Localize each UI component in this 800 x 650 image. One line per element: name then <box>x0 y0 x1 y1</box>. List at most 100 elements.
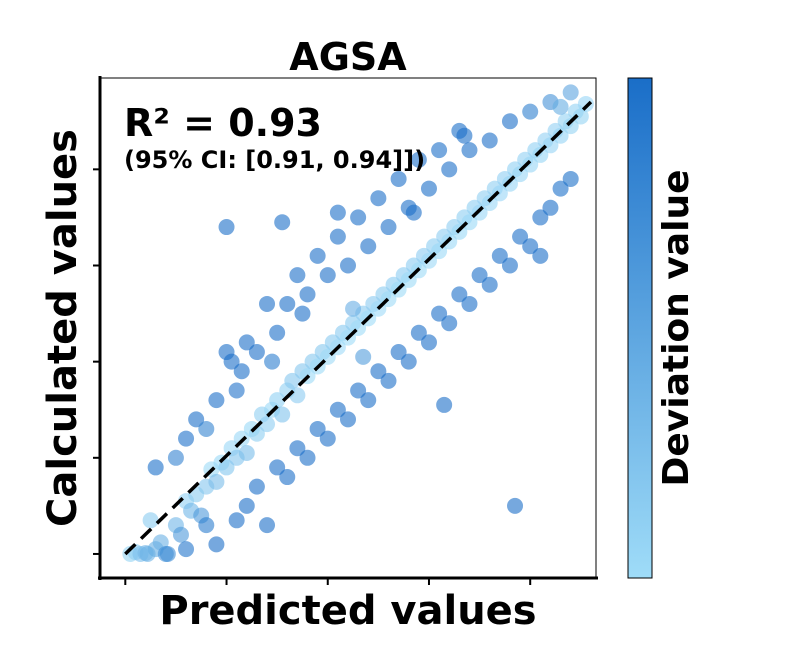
data-point-155 <box>441 315 458 332</box>
data-point-111 <box>390 170 407 187</box>
data-point-18 <box>218 459 235 476</box>
data-point-76 <box>512 166 529 183</box>
data-point-31 <box>284 372 301 389</box>
data-point-137 <box>259 517 276 534</box>
data-point-93 <box>208 392 225 409</box>
data-point-167 <box>562 170 579 187</box>
data-point-96 <box>238 334 255 351</box>
data-point-97 <box>248 344 265 361</box>
data-point-110 <box>380 219 397 236</box>
data-point-104 <box>319 267 336 284</box>
data-point-169 <box>532 247 549 264</box>
data-point-99 <box>269 324 286 341</box>
data-point-178 <box>405 204 422 221</box>
data-point-151 <box>400 353 417 370</box>
data-point-32 <box>289 387 306 404</box>
data-point-29 <box>274 406 291 423</box>
data-point-161 <box>501 257 518 274</box>
data-point-172 <box>329 204 346 221</box>
data-point-78 <box>522 156 539 173</box>
data-point-179 <box>142 512 159 529</box>
data-point-95 <box>228 382 245 399</box>
data-point-103 <box>309 247 326 264</box>
data-point-147 <box>360 392 377 409</box>
data-point-116 <box>441 161 458 178</box>
data-point-108 <box>360 238 377 255</box>
data-point-128 <box>264 353 281 370</box>
data-point-177 <box>355 348 372 365</box>
data-point-80 <box>532 146 549 163</box>
data-point-123 <box>562 84 579 101</box>
data-point-107 <box>350 209 367 226</box>
data-point-140 <box>289 440 306 457</box>
data-point-168 <box>507 497 524 514</box>
data-point-82 <box>542 137 559 154</box>
data-point-144 <box>329 401 346 418</box>
data-point-136 <box>248 478 265 495</box>
data-point-135 <box>238 497 255 514</box>
data-point-72 <box>491 185 508 202</box>
data-point-9 <box>172 526 189 543</box>
data-point-132 <box>198 517 215 534</box>
data-point-113 <box>410 151 427 168</box>
data-point-152 <box>410 324 427 341</box>
data-point-28 <box>269 392 286 409</box>
colorbar <box>627 77 653 579</box>
data-point-160 <box>491 247 508 264</box>
ci-annotation: (95% CI: [0.91, 0.94]]) <box>124 146 425 174</box>
data-point-114 <box>420 180 437 197</box>
data-point-89 <box>577 95 594 112</box>
data-point-175 <box>436 396 453 413</box>
data-point-91 <box>178 430 195 447</box>
data-point-133 <box>208 536 225 553</box>
data-point-163 <box>522 238 539 255</box>
data-point-146 <box>350 382 367 399</box>
data-point-145 <box>340 411 356 428</box>
data-point-134 <box>228 512 245 529</box>
data-point-129 <box>294 305 311 322</box>
data-point-118 <box>461 142 478 159</box>
data-point-74 <box>501 175 518 192</box>
data-point-149 <box>380 372 397 389</box>
reference-diagonal-line <box>124 100 593 556</box>
data-point-130 <box>157 545 174 562</box>
data-point-105 <box>329 228 346 245</box>
data-point-154 <box>431 305 448 322</box>
data-point-119 <box>481 132 498 149</box>
data-point-102 <box>299 286 316 303</box>
data-point-26 <box>259 416 276 433</box>
y-axis-label: Calculated values <box>40 129 86 527</box>
data-point-98 <box>259 295 276 312</box>
data-point-176 <box>345 300 362 317</box>
data-point-100 <box>279 295 296 312</box>
data-point-142 <box>309 420 326 437</box>
data-point-88 <box>572 108 589 125</box>
data-point-106 <box>340 257 356 274</box>
data-point-158 <box>471 267 488 284</box>
data-point-84 <box>552 127 569 144</box>
data-point-174 <box>274 214 291 231</box>
data-point-115 <box>431 142 448 159</box>
data-point-22 <box>238 445 255 461</box>
data-point-156 <box>451 286 468 303</box>
data-point-148 <box>370 363 387 380</box>
data-point-153 <box>420 334 437 351</box>
data-point-124 <box>552 98 569 115</box>
data-point-126 <box>198 420 215 437</box>
chart-title: AGSA <box>289 35 407 79</box>
data-point-150 <box>390 344 407 361</box>
data-point-86 <box>562 118 579 135</box>
data-point-173 <box>456 127 473 144</box>
data-point-165 <box>542 199 559 216</box>
data-point-171 <box>223 353 240 370</box>
data-point-139 <box>279 469 296 486</box>
data-point-141 <box>299 449 316 466</box>
r2-annotation: R² = 0.93 <box>124 101 322 145</box>
data-point-162 <box>512 228 529 245</box>
data-point-159 <box>481 276 498 293</box>
data-point-131 <box>178 541 195 558</box>
data-point-121 <box>522 103 539 120</box>
data-point-127 <box>233 363 250 380</box>
data-point-166 <box>552 180 569 197</box>
